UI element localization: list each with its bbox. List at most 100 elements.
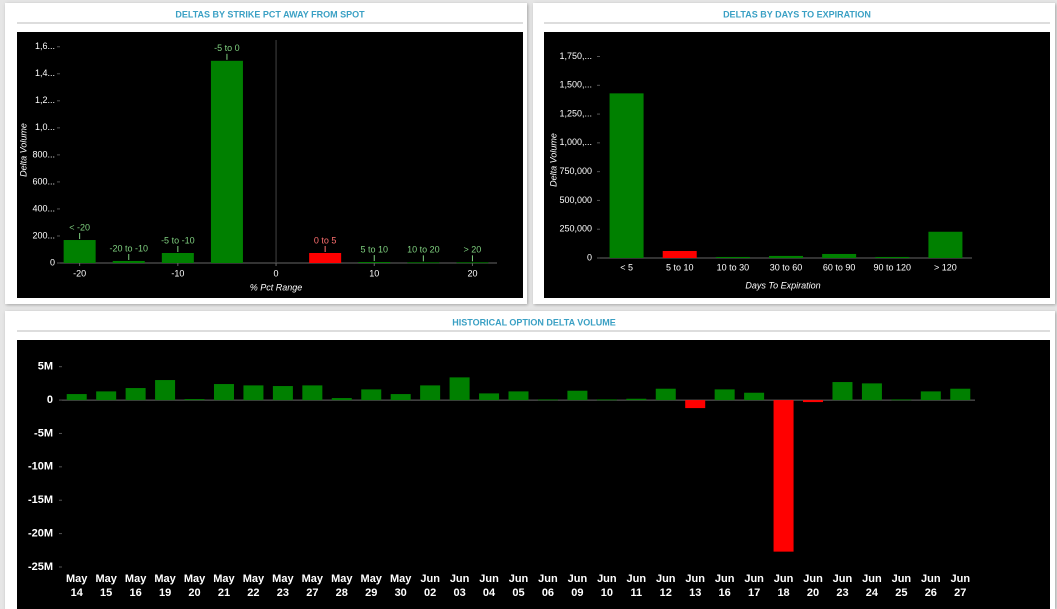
y-tick-label: -25M [28,561,53,573]
x-tick-label: Jun 09 [568,573,588,599]
bar [626,398,647,401]
bar [112,260,145,263]
y-axis-title: Delta Volume [18,123,28,177]
x-tick-label: -20 [73,268,86,278]
y-tick-label: 500,000 [559,195,592,205]
y-tick-label: 750,000 [559,166,592,176]
x-tick-label: May 30 [390,573,412,599]
y-tick-label: 1,6... [35,41,55,51]
x-tick-label: 10 [369,268,379,278]
bar [822,253,857,258]
data-label: 0 to 5 [314,235,337,245]
bar [309,252,342,263]
data-label: -5 to 0 [214,43,240,53]
data-label: 10 to 20 [407,245,440,255]
x-tick-label: May 20 [184,573,206,599]
bar [210,60,243,264]
x-tick-label: May 27 [302,573,324,599]
x-tick-label: 30 to 60 [770,262,803,272]
x-tick-label: Jun 24 [862,573,882,599]
y-tick-label: 1,0... [35,122,55,132]
x-tick-label: Jun 04 [479,573,499,599]
x-tick-label: Jun 06 [538,573,558,599]
y-axis-title: Delta Volume [548,133,558,187]
y-tick-label: -20M [28,528,53,540]
x-axis-title: Days To Expiration [745,280,820,290]
chart-title: DELTAS BY STRIKE PCT AWAY FROM SPOT [175,9,365,19]
x-tick-label: May 15 [95,573,117,599]
bar [508,391,529,401]
data-label: > 20 [464,245,482,255]
y-tick-label: 1,4... [35,68,55,78]
x-tick-label: Jun 10 [597,573,617,599]
bar [596,399,617,401]
y-tick-label: 1,250,... [559,108,592,118]
y-tick-label: 5M [38,361,53,373]
bar [63,240,96,263]
y-tick-label: 0 [50,257,55,267]
bar [449,377,470,401]
plot-area [17,32,523,298]
y-tick-label: 400... [32,203,55,213]
data-label: -20 to -10 [109,243,148,253]
bar [715,256,750,258]
x-tick-label: > 120 [934,262,957,272]
bar [331,398,352,401]
bar [773,400,794,552]
bar [655,388,676,401]
y-tick-label: 1,000,... [559,137,592,147]
bar [407,262,440,264]
x-tick-label: Jun 02 [420,573,440,599]
bar [390,394,411,401]
x-tick-label: Jun 23 [833,573,853,599]
x-tick-label: May 23 [272,573,294,599]
x-tick-label: May 28 [331,573,353,599]
x-tick-label: Jun 16 [715,573,735,599]
x-tick-label: Jun 11 [627,573,647,599]
x-tick-label: Jun 13 [685,573,705,599]
x-tick-label: Jun 17 [744,573,764,599]
bar [302,385,323,401]
y-tick-label: 1,750,... [559,51,592,61]
bar [567,390,588,401]
bar [96,391,117,401]
bar [66,394,87,401]
bar [184,399,205,401]
y-tick-label: 1,2... [35,95,55,105]
bar [161,252,194,263]
x-tick-label: 60 to 90 [823,262,856,272]
x-tick-label: 10 to 30 [717,262,750,272]
bar [358,262,391,263]
y-tick-label: 200... [32,230,55,240]
bar [662,250,697,258]
bar [891,399,912,401]
bar [609,93,644,259]
y-tick-label: -15M [28,494,53,506]
x-tick-label: Jun 26 [921,573,941,599]
chart-title: DELTAS BY DAYS TO EXPIRATION [723,9,871,19]
y-tick-label: 0 [47,394,53,406]
x-tick-label: May 14 [66,573,88,599]
x-tick-label: May 16 [125,573,147,599]
x-tick-label: May 19 [154,573,176,599]
bar [803,400,824,403]
bar [537,399,558,401]
bar [213,384,234,401]
bar [272,386,293,401]
y-tick-label: 250,000 [559,224,592,234]
x-tick-label: -10 [171,268,184,278]
x-tick-label: 90 to 120 [874,262,912,272]
chart-title: HISTORICAL OPTION DELTA VOLUME [452,317,616,327]
bar [928,231,963,258]
y-tick-label: -5M [34,427,53,439]
x-tick-label: Jun 27 [950,573,970,599]
bar [361,389,382,401]
x-tick-label: 20 [467,268,477,278]
bar [832,382,853,401]
data-label: -5 to -10 [161,235,195,245]
y-tick-label: 1,500,... [559,80,592,90]
bar [920,391,941,401]
y-tick-label: 600... [32,176,55,186]
